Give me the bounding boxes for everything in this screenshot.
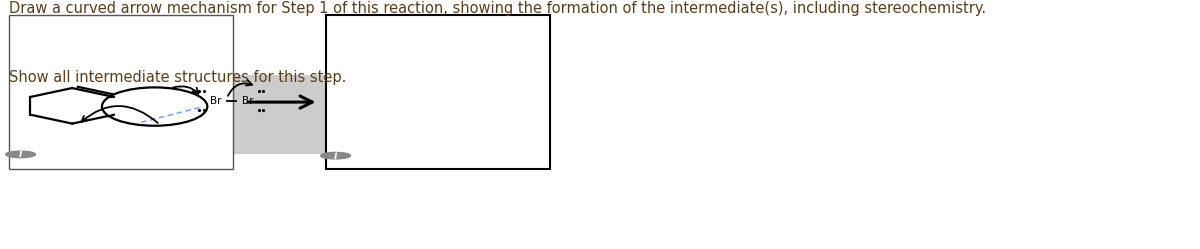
Text: Show all intermediate structures for this step.: Show all intermediate structures for thi…: [10, 70, 347, 85]
Text: Br: Br: [241, 96, 253, 106]
Ellipse shape: [102, 87, 208, 126]
Circle shape: [6, 151, 36, 158]
Text: Draw a curved arrow mechanism for Step 1 of this reaction, showing the formation: Draw a curved arrow mechanism for Step 1…: [10, 1, 986, 16]
Text: i: i: [19, 149, 23, 159]
Text: Br: Br: [210, 96, 221, 106]
Text: i: i: [334, 151, 337, 161]
Bar: [326, 15, 550, 169]
Bar: [233, 75, 326, 154]
Circle shape: [320, 152, 350, 159]
Bar: [10, 15, 233, 169]
